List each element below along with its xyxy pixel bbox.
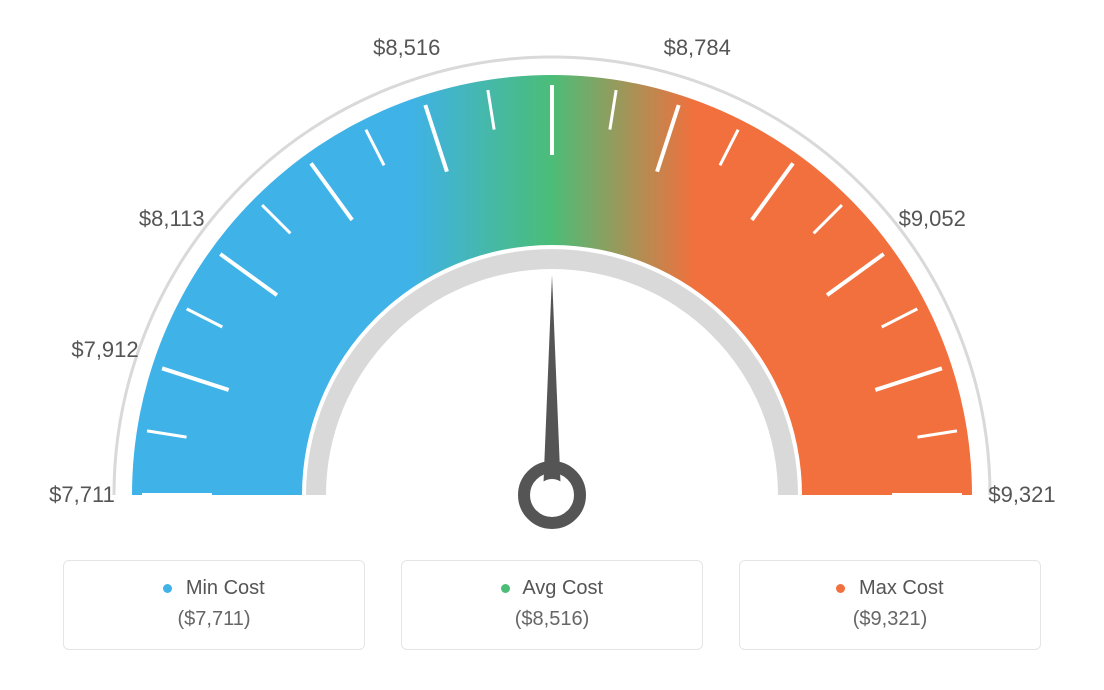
dot-max xyxy=(836,584,845,593)
legend-title-min-text: Min Cost xyxy=(186,577,265,599)
gauge-tick-label: $7,912 xyxy=(71,337,138,363)
legend-value-min: ($7,711) xyxy=(64,608,364,631)
legend-row: Min Cost ($7,711) Avg Cost ($8,516) Max … xyxy=(0,560,1104,680)
legend-value-max: ($9,321) xyxy=(740,608,1040,631)
legend-title-max-text: Max Cost xyxy=(859,577,943,599)
gauge-tick-label: $8,516 xyxy=(373,35,440,61)
gauge-chart: $7,711 $7,912 $8,113 $8,516 $8,784 $9,052 $9,3… xyxy=(0,0,1104,560)
gauge-tick-label: $8,113 xyxy=(139,206,205,232)
gauge-tick-label: $8,784 xyxy=(664,35,731,61)
legend-title-max: Max Cost xyxy=(740,577,1040,600)
legend-title-min: Min Cost xyxy=(64,577,364,600)
dot-min xyxy=(163,584,172,593)
legend-card-avg: Avg Cost ($8,516) xyxy=(401,560,703,650)
gauge-tick-label: $9,052 xyxy=(899,206,966,232)
legend-title-avg-text: Avg Cost xyxy=(522,577,603,599)
gauge-svg xyxy=(0,0,1104,560)
legend-title-avg: Avg Cost xyxy=(402,577,702,600)
dot-avg xyxy=(501,584,510,593)
gauge-tick-label: $9,321 xyxy=(988,482,1055,508)
gauge-tick-label: $7,711 xyxy=(49,482,115,508)
legend-value-avg: ($8,516) xyxy=(402,608,702,631)
legend-card-min: Min Cost ($7,711) xyxy=(63,560,365,650)
legend-card-max: Max Cost ($9,321) xyxy=(739,560,1041,650)
